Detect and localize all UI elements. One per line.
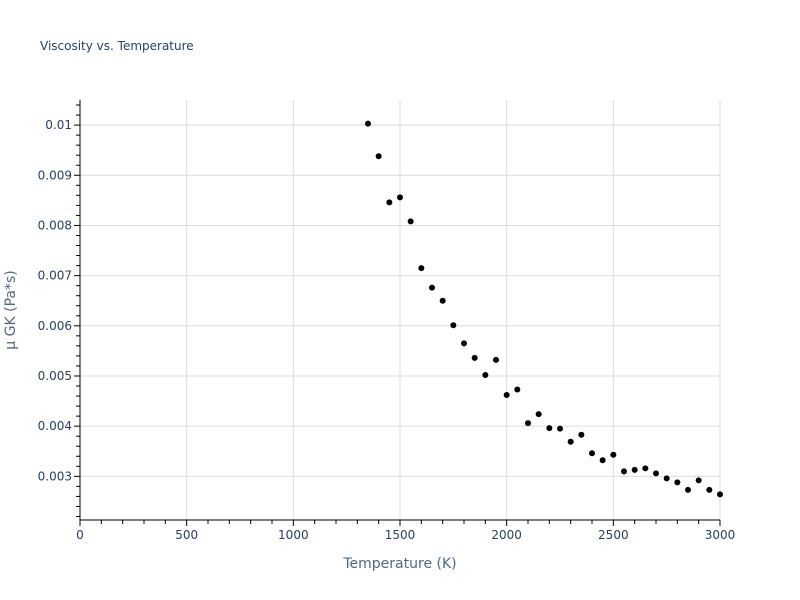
- data-point: [461, 340, 467, 347]
- data-point: [514, 386, 521, 393]
- data-point: [717, 491, 723, 498]
- data-point: [365, 120, 371, 127]
- data-point: [503, 392, 510, 399]
- y-tick-label: 0.007: [38, 269, 72, 283]
- data-point: [589, 450, 595, 457]
- y-tick-label: 0.009: [38, 168, 72, 182]
- data-point: [407, 218, 414, 225]
- data-point: [450, 322, 457, 329]
- data-point: [685, 486, 691, 493]
- data-point: [653, 470, 659, 477]
- data-point: [375, 153, 382, 160]
- data-point: [674, 479, 681, 486]
- data-point: [706, 486, 713, 493]
- data-point: [695, 477, 702, 484]
- data-point: [525, 420, 531, 427]
- x-tick-label: 0: [76, 528, 84, 542]
- data-point: [386, 199, 393, 206]
- y-tick-label: 0.005: [38, 369, 72, 383]
- grid-layer: [80, 100, 721, 520]
- data-point: [567, 438, 574, 445]
- data-point: [493, 356, 499, 363]
- x-tick-label: 3000: [705, 528, 736, 542]
- x-tick-label: 500: [175, 528, 198, 542]
- y-tick-label: 0.003: [38, 469, 72, 483]
- data-point: [621, 468, 627, 475]
- x-tick-label: 1500: [385, 528, 416, 542]
- y-axis-label: μ GK (Pa*s): [3, 270, 19, 349]
- data-point: [482, 371, 489, 378]
- data-point: [418, 265, 425, 272]
- data-point: [546, 425, 553, 432]
- y-tick-label: 0.008: [38, 218, 72, 232]
- data-point: [578, 431, 585, 438]
- x-tick-label: 2000: [491, 528, 522, 542]
- data-point: [557, 425, 563, 432]
- data-point: [631, 466, 638, 473]
- axis-layer: 0 500 1000 1500 2000 2500 3000 0.003 0.004 0.005 0…: [38, 100, 736, 542]
- y-tick-label: 0.01: [45, 118, 72, 132]
- data-point: [429, 284, 435, 291]
- data-point: [642, 465, 649, 472]
- data-point: [471, 354, 478, 361]
- chart-title: Viscosity vs. Temperature: [40, 39, 194, 53]
- x-tick-label: 2500: [598, 528, 629, 542]
- data-point: [535, 411, 542, 418]
- points-layer: [365, 120, 723, 498]
- data-point: [397, 194, 403, 201]
- y-tick-label: 0.004: [38, 419, 72, 433]
- y-tick-label: 0.006: [38, 319, 72, 333]
- data-point: [663, 475, 670, 482]
- x-axis-label: Temperature (K): [342, 556, 456, 572]
- data-point: [439, 297, 446, 304]
- data-point: [599, 457, 606, 464]
- x-tick-label: 1000: [278, 528, 309, 542]
- data-point: [610, 451, 617, 458]
